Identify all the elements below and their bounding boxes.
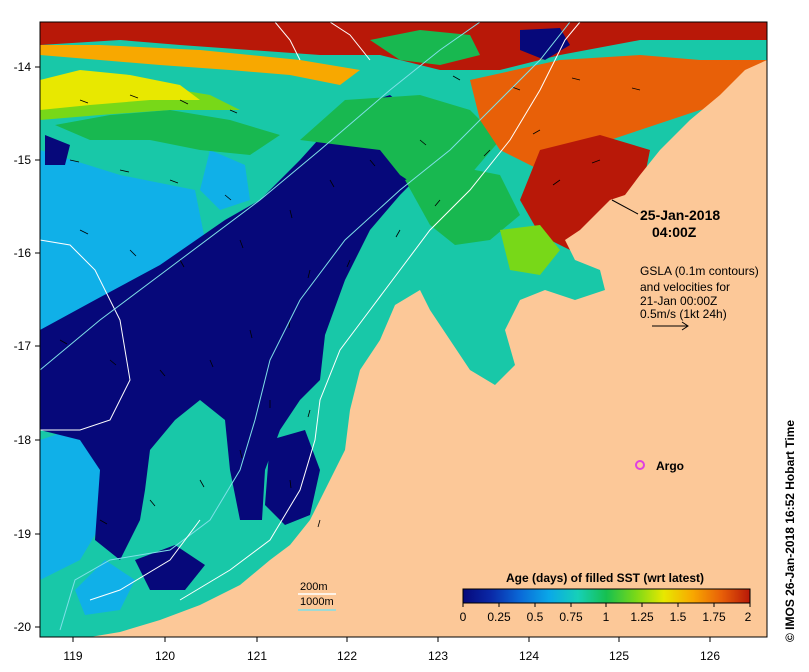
- map-content: [40, 22, 767, 637]
- colorbar-tick-label: 0: [460, 610, 467, 624]
- argo-label: Argo: [656, 459, 684, 473]
- region-green-top: [370, 30, 480, 65]
- contour-legend-1000: 1000m: [300, 596, 334, 608]
- bathymetry-contours: [40, 22, 581, 631]
- lon-tick-label: 123: [428, 649, 448, 663]
- lat-tick-label: -18: [14, 433, 32, 447]
- colorbar-title: Age (days) of filled SST (wrt latest): [506, 571, 704, 585]
- colorbar-tick-label: 0.25: [487, 610, 511, 624]
- lat-tick-label: -14: [14, 60, 32, 74]
- gsla-note-line: GSLA (0.1m contours): [640, 264, 759, 278]
- gsla-note: GSLA (0.1m contours) and velocities for …: [640, 264, 759, 331]
- timestamp-time: 04:00Z: [652, 224, 697, 240]
- gsla-note-line: 0.5m/s (1kt 24h): [640, 307, 727, 321]
- region-cyan-inlet: [430, 290, 475, 330]
- contour-legend-200: 200m: [300, 581, 328, 593]
- region-light-blue-southwest: [40, 430, 110, 580]
- region-navy-top-patch: [520, 28, 570, 60]
- colorbar-tick-label: 1: [603, 610, 610, 624]
- timestamp-annotation: 25-Jan-2018 04:00Z: [611, 199, 720, 240]
- region-navy-main: [40, 95, 430, 560]
- velocity-arrows: [59, 75, 641, 528]
- region-orange-northeast: [470, 55, 767, 170]
- lat-tick-label: -20: [14, 620, 32, 634]
- region-navy-southwest: [135, 545, 205, 590]
- colorbar-tick-label: 0.75: [559, 610, 583, 624]
- lat-tick-label: -17: [14, 339, 32, 353]
- land-mass: [90, 60, 767, 637]
- colorbar-tick-label: 1.25: [630, 610, 654, 624]
- lon-tick-label: 120: [155, 649, 175, 663]
- lon-tick-label: 124: [519, 649, 539, 663]
- colorbar-tick-label: 0.5: [527, 610, 544, 624]
- colorbar-ticks: [462, 603, 751, 607]
- colorbar-tick-label: 2: [745, 610, 752, 624]
- lon-tick-label: 126: [700, 649, 720, 663]
- region-green-band: [55, 110, 280, 155]
- colorbar: Age (days) of filled SST (wrt latest) 0 …: [455, 570, 760, 630]
- region-orange-band: [40, 45, 360, 85]
- axis-tick-marks: [35, 66, 711, 642]
- lon-tick-label: 119: [63, 649, 82, 663]
- colorbar-tick-label: 1.5: [670, 610, 687, 624]
- region-light-blue-south: [75, 560, 135, 615]
- lon-tick-label: 122: [337, 649, 357, 663]
- timestamp-date: 25-Jan-2018: [640, 207, 720, 223]
- contour-legend: 200m 1000m: [298, 581, 336, 611]
- region-light-blue-central: [200, 150, 250, 210]
- lat-tick-label: -15: [14, 153, 32, 167]
- region-navy-west-patch: [45, 135, 70, 165]
- imos-credit: © IMOS 26-Jan-2018 16:52 Hobart Time: [783, 419, 797, 642]
- map-frame: [39, 21, 768, 638]
- region-green-coast: [405, 165, 520, 245]
- region-lime-coast: [500, 225, 560, 275]
- velocity-scale-arrow-icon: [652, 321, 689, 331]
- lon-tick-label: 121: [247, 649, 267, 663]
- colorbar-tick-label: 1.75: [702, 610, 726, 624]
- gsla-note-line: 21-Jan 00:00Z: [640, 294, 717, 308]
- timestamp-leader: [611, 199, 639, 215]
- gsla-note-line: and velocities for: [640, 280, 730, 294]
- lat-tick-label: -19: [14, 527, 32, 541]
- colorbar-gradient: [462, 588, 751, 604]
- lat-tick-label: -16: [14, 246, 32, 260]
- argo-marker[interactable]: [635, 460, 645, 470]
- region-navy-south: [265, 430, 320, 525]
- lon-tick-label: 125: [609, 649, 629, 663]
- region-red-coast: [520, 135, 650, 250]
- lon-tick-labels: 119 120 121 122 123 124 125 126: [63, 649, 720, 663]
- lat-tick-labels: -14 -15 -16 -17 -18 -19 -20: [14, 60, 32, 634]
